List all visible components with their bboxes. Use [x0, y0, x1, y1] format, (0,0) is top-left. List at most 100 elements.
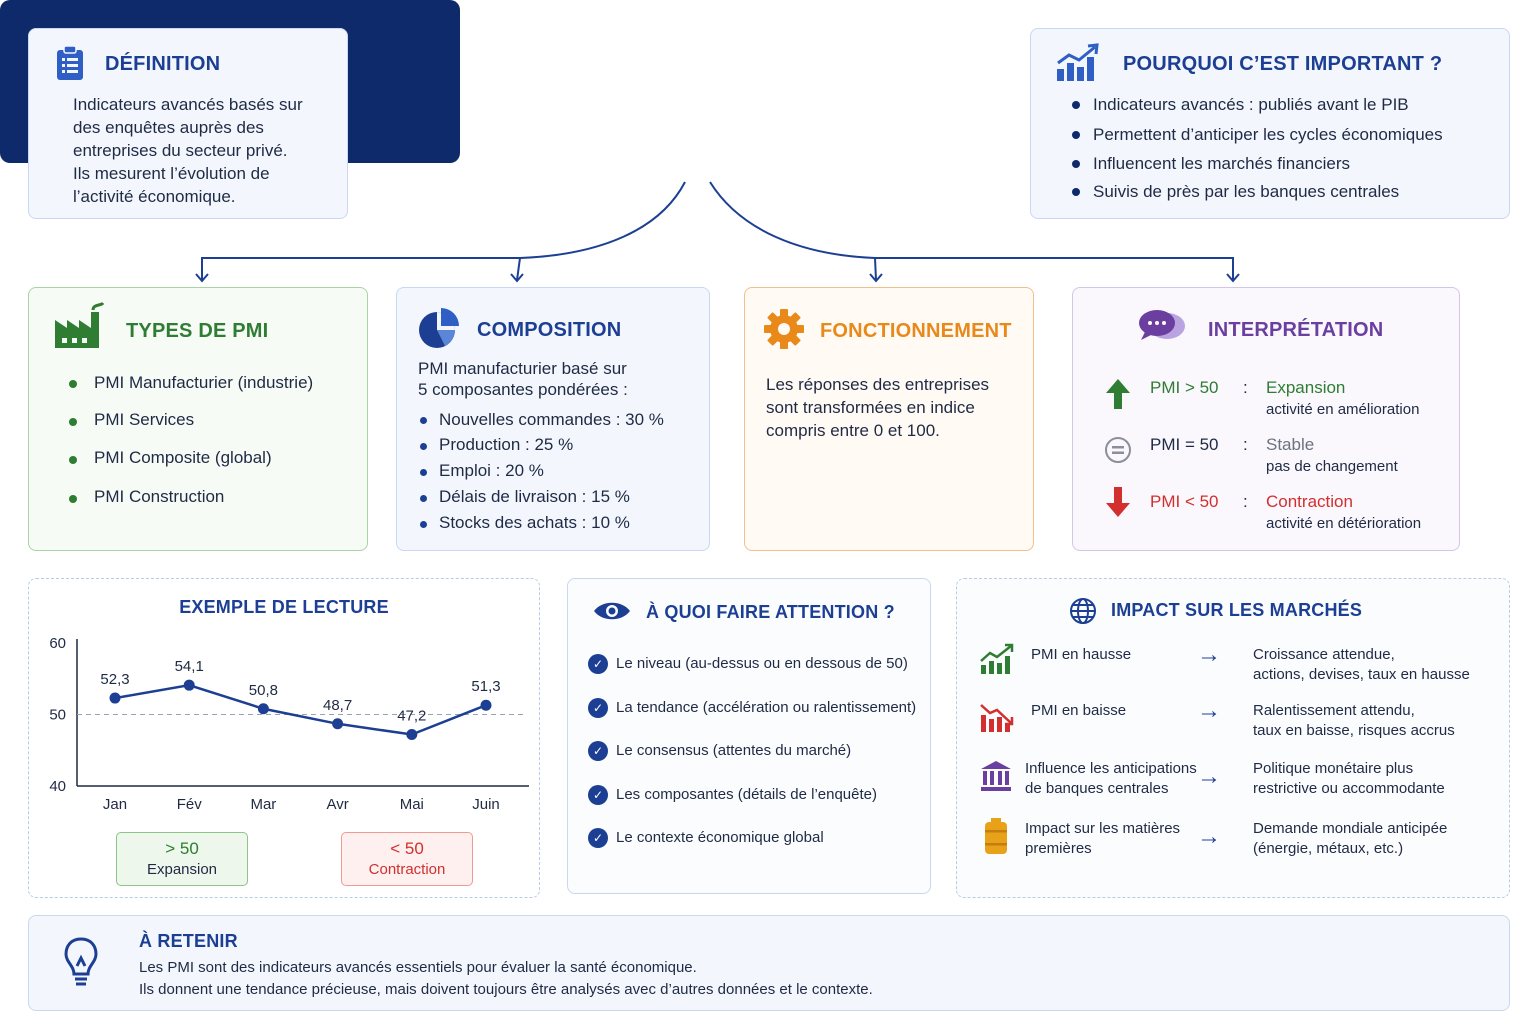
- arrow-right-icon: →: [1197, 641, 1221, 668]
- gear-icon: [764, 309, 804, 349]
- composition-intro: 5 composantes pondérées :: [418, 380, 628, 399]
- data-label: 54,1: [175, 658, 204, 675]
- interp-condition: PMI = 50: [1150, 435, 1219, 454]
- check-icon: ✓: [588, 741, 608, 761]
- arrow-up-icon: [1106, 379, 1130, 409]
- data-label: 48,7: [323, 697, 352, 714]
- attention-item: Le niveau (au-dessus ou en dessous de 50…: [616, 655, 908, 672]
- pie-chart-icon: [419, 308, 459, 348]
- interp-condition: PMI < 50: [1150, 492, 1219, 511]
- fonctionnement-card: FONCTIONNEMENT Les réponses des entrepri…: [744, 287, 1034, 551]
- retenir-line: Ils donnent une tendance précieuse, mais…: [139, 981, 873, 998]
- interp-separator: :: [1243, 435, 1248, 454]
- definition-title: DÉFINITION: [105, 53, 221, 75]
- arrow-right-icon: →: [1197, 823, 1221, 850]
- types-item: PMI Manufacturier (industrie): [94, 373, 314, 392]
- bullet-dot: [420, 417, 427, 424]
- attention-item: Le consensus (attentes du marché): [616, 742, 852, 759]
- retenir-card: À RETENIR Les PMI sont des indicateurs a…: [28, 915, 1510, 1011]
- interp-description: pas de changement: [1266, 458, 1398, 475]
- data-label: 52,3: [100, 671, 129, 688]
- x-tick-label: Mai: [400, 796, 424, 813]
- interp-label: Stable: [1266, 435, 1315, 454]
- factory-icon: [55, 302, 105, 348]
- data-label: 51,3: [471, 678, 500, 695]
- check-icon: ✓: [588, 785, 608, 805]
- attention-item: Le contexte économique global: [616, 829, 824, 846]
- eye-icon: [594, 602, 630, 620]
- bullet-dot: [1072, 131, 1080, 139]
- y-tick-label: 50: [49, 707, 66, 724]
- composition-title: COMPOSITION: [477, 319, 622, 341]
- attention-item: La tendance (accélération ou ralentissem…: [616, 699, 917, 716]
- impact-right: Croissance attendue, actions, devises, ta…: [1253, 646, 1470, 683]
- importance-title: POURQUOI C’EST IMPORTANT ?: [1123, 53, 1443, 75]
- equal-icon: [1105, 437, 1131, 463]
- fonctionnement-title: FONCTIONNEMENT: [820, 320, 1012, 342]
- impact-left: PMI en baisse: [1031, 702, 1127, 719]
- definition-card: DÉFINITION Indicateurs avancés basés sur…: [28, 28, 348, 219]
- trend-up-icon: [980, 643, 1014, 674]
- interp-label: Contraction: [1266, 492, 1353, 511]
- impact-left: PMI en hausse: [1031, 646, 1132, 663]
- data-point: [406, 729, 418, 741]
- clipboard-icon: [57, 45, 83, 80]
- impact-title: IMPACT SUR LES MARCHÉS: [1111, 600, 1363, 620]
- composition-item: Délais de livraison : 15 %: [439, 487, 630, 506]
- definition-text: Indicateurs avancés basés sur des enquêt…: [73, 95, 303, 206]
- composition-intro: PMI manufacturier basé sur: [418, 359, 627, 378]
- attention-item: Les composantes (détails de l’enquête): [616, 786, 877, 803]
- bullet-dot: [420, 521, 427, 528]
- composition-item: Production : 25 %: [439, 435, 574, 454]
- check-icon: ✓: [588, 654, 608, 674]
- growth-chart-icon: [1057, 43, 1099, 81]
- bullet-dot: [1072, 188, 1080, 196]
- importance-item: Suivis de près par les banques centrales: [1093, 182, 1400, 201]
- types-item: PMI Construction: [94, 487, 225, 506]
- check-icon: ✓: [588, 828, 608, 848]
- exemple-title: EXEMPLE DE LECTURE: [179, 597, 389, 617]
- fonctionnement-text: Les réponses des entreprises sont transf…: [766, 375, 990, 440]
- retenir-title: À RETENIR: [139, 931, 238, 951]
- bank-icon: [981, 761, 1011, 791]
- x-tick-label: Jan: [103, 796, 127, 813]
- data-label: 50,8: [249, 682, 278, 699]
- data-point: [257, 703, 269, 715]
- bullet-dot: [69, 495, 77, 503]
- arrow-down-icon: [1106, 487, 1130, 517]
- interp-separator: :: [1243, 492, 1248, 511]
- impact-right: Demande mondiale anticipée (énergie, méta…: [1253, 820, 1448, 857]
- interp-separator: :: [1243, 378, 1248, 397]
- bullet-dot: [1072, 160, 1080, 168]
- impact-card: IMPACT SUR LES MARCHÉS PMI en hausse → C…: [956, 578, 1510, 898]
- attention-title: À QUOI FAIRE ATTENTION ?: [646, 602, 895, 622]
- trend-down-icon: [980, 704, 1014, 732]
- x-tick-label: Fév: [177, 796, 203, 813]
- data-point: [332, 718, 344, 730]
- attention-card: À QUOI FAIRE ATTENTION ? ✓ Le niveau (au…: [567, 578, 931, 894]
- hero-subtitle-french: (Indices des Directeurs d’Achat): [584, 118, 952, 145]
- interp-description: activité en amélioration: [1266, 401, 1420, 418]
- x-tick-label: Avr: [326, 796, 348, 813]
- bullet-dot: [420, 495, 427, 502]
- bullet-dot: [69, 456, 77, 464]
- importance-item: Permettent d’anticiper les cycles économ…: [1093, 125, 1443, 144]
- interp-description: activité en détérioration: [1266, 515, 1422, 532]
- interp-label: Expansion: [1266, 378, 1346, 397]
- barrel-icon: [985, 818, 1007, 854]
- composition-item: Nouvelles commandes : 30 %: [439, 410, 664, 429]
- composition-item: Stocks des achats : 10 %: [439, 513, 630, 532]
- importance-item: Indicateurs avancés : publiés avant le P…: [1093, 95, 1409, 114]
- arrow-right-icon: →: [1197, 763, 1221, 790]
- types-item: PMI Services: [94, 410, 195, 429]
- composition-card: COMPOSITION PMI manufacturier basé sur 5…: [396, 287, 710, 551]
- hero-subtitle-english: Purchasing Managers’ Index: [605, 84, 931, 111]
- impact-right: Ralentissement attendu, taux en baisse, r…: [1253, 702, 1455, 739]
- interpretation-card: INTERPRÉTATION PMI > 50 : Expansion acti…: [1072, 287, 1460, 551]
- interpretation-title: INTERPRÉTATION: [1208, 319, 1384, 341]
- x-tick-label: Mar: [250, 796, 276, 813]
- types-item: PMI Composite (global): [94, 448, 272, 467]
- exemple-card: EXEMPLE DE LECTURE 40 50 60 Jan Fév Mar Avr Mai…: [28, 578, 540, 898]
- bullet-dot: [69, 418, 77, 426]
- impact-left: Impact sur les matières premières: [1025, 820, 1181, 857]
